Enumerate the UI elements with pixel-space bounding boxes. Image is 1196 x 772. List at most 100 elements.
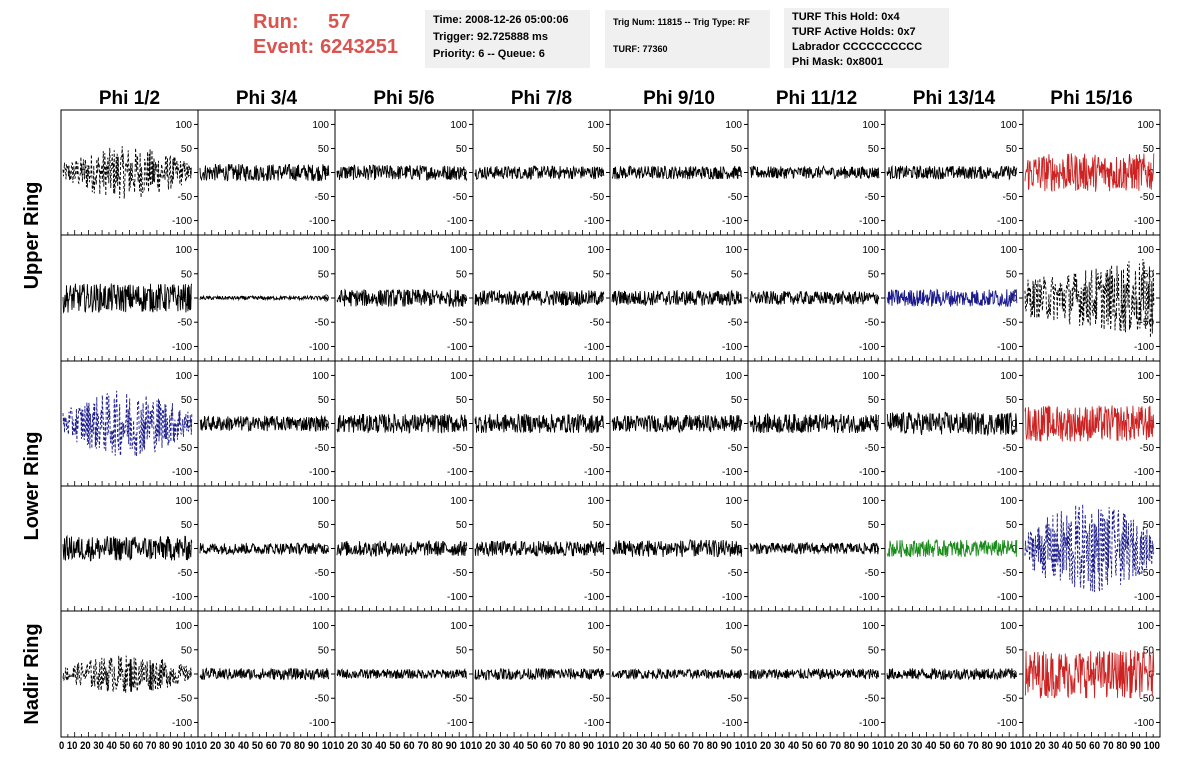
y-tick-label: -50 <box>453 443 468 454</box>
y-tick-label: -50 <box>865 694 880 705</box>
y-tick-label: -100 <box>722 592 742 603</box>
y-tick-label: -50 <box>728 192 743 203</box>
waveform-trace <box>336 288 468 308</box>
y-tick-label: 50 <box>318 395 330 406</box>
y-tick-label: -50 <box>865 568 880 579</box>
y-tick-label: 100 <box>175 245 192 256</box>
y-tick-label: -100 <box>172 467 192 478</box>
y-tick-label: 100 <box>1000 621 1017 632</box>
y-tick-label: 0 <box>873 544 879 555</box>
y-tick-label: -100 <box>859 342 879 353</box>
waveform-trace <box>749 541 880 555</box>
y-tick-label: 50 <box>731 645 743 656</box>
y-tick-label: -50 <box>315 318 330 329</box>
waveform-trace <box>1024 258 1155 338</box>
y-tick-label: 100 <box>1000 496 1017 507</box>
y-tick-label: 50 <box>1143 520 1155 531</box>
y-tick-label: -50 <box>590 568 605 579</box>
y-tick-label: -100 <box>584 216 604 227</box>
y-tick-label: 50 <box>181 645 193 656</box>
y-tick-label: 100 <box>1137 120 1154 131</box>
y-tick-label: 50 <box>456 395 468 406</box>
y-tick-label: -100 <box>722 467 742 478</box>
y-tick-label: 100 <box>312 621 329 632</box>
y-tick-label: 50 <box>181 269 193 280</box>
y-tick-label: -50 <box>865 192 880 203</box>
column-title: Phi 7/8 <box>511 88 572 109</box>
trig-info-box: Trig Num: 11815 -- Trig Type: RF TURF: 7… <box>605 10 770 68</box>
y-tick-label: -100 <box>722 216 742 227</box>
labrador-line: Labrador CCCCCCCCCC <box>792 41 923 53</box>
y-tick-label: 50 <box>868 395 880 406</box>
y-tick-label: 100 <box>175 120 192 131</box>
y-tick-label: 0 <box>1148 544 1154 555</box>
panel-frame <box>884 109 1024 236</box>
y-tick-label: -100 <box>309 718 329 729</box>
column-title: Phi 3/4 <box>236 88 298 109</box>
y-tick-label: 100 <box>587 245 604 256</box>
y-tick-label: -50 <box>1140 694 1155 705</box>
waveform-trace <box>749 289 880 306</box>
waveform-trace <box>611 667 743 681</box>
y-tick-label: 100 <box>175 371 192 382</box>
y-tick-label: 100 <box>450 496 467 507</box>
y-tick-label: 50 <box>731 395 743 406</box>
y-tick-label: -50 <box>590 192 605 203</box>
column-title: Phi 1/2 <box>99 88 160 109</box>
y-tick-label: -50 <box>865 318 880 329</box>
y-tick-label: -100 <box>997 592 1017 603</box>
y-tick-label: -50 <box>865 443 880 454</box>
waveform-trace <box>474 413 605 434</box>
y-tick-label: 100 <box>725 371 742 382</box>
panel-frame <box>334 485 474 612</box>
y-tick-label: -100 <box>447 467 467 478</box>
waveform-trace <box>62 146 192 199</box>
y-tick-label: -50 <box>590 443 605 454</box>
y-tick-label: -100 <box>172 342 192 353</box>
y-tick-label: 100 <box>312 120 329 131</box>
y-tick-label: 0 <box>461 670 467 681</box>
y-tick-label: 50 <box>1006 395 1018 406</box>
y-tick-label: -100 <box>859 216 879 227</box>
y-tick-label: -50 <box>1140 443 1155 454</box>
waveform-trace <box>749 412 880 434</box>
waveform-trace <box>336 164 468 182</box>
y-tick-label: 100 <box>587 621 604 632</box>
y-tick-label: -100 <box>584 592 604 603</box>
y-tick-label: -100 <box>447 216 467 227</box>
y-tick-label: 0 <box>186 168 192 179</box>
y-tick-label: -100 <box>309 342 329 353</box>
y-tick-label: -100 <box>447 342 467 353</box>
waveform-trace <box>474 668 605 681</box>
y-tick-label: -50 <box>728 568 743 579</box>
y-tick-label: -100 <box>172 718 192 729</box>
waveform-trace <box>749 667 880 680</box>
y-tick-label: 100 <box>312 245 329 256</box>
y-tick-label: -50 <box>1003 568 1018 579</box>
y-tick-label: 50 <box>456 144 468 155</box>
y-tick-label: 50 <box>593 269 605 280</box>
waveform-trace <box>62 534 193 562</box>
run-label: Run: <box>253 11 299 33</box>
